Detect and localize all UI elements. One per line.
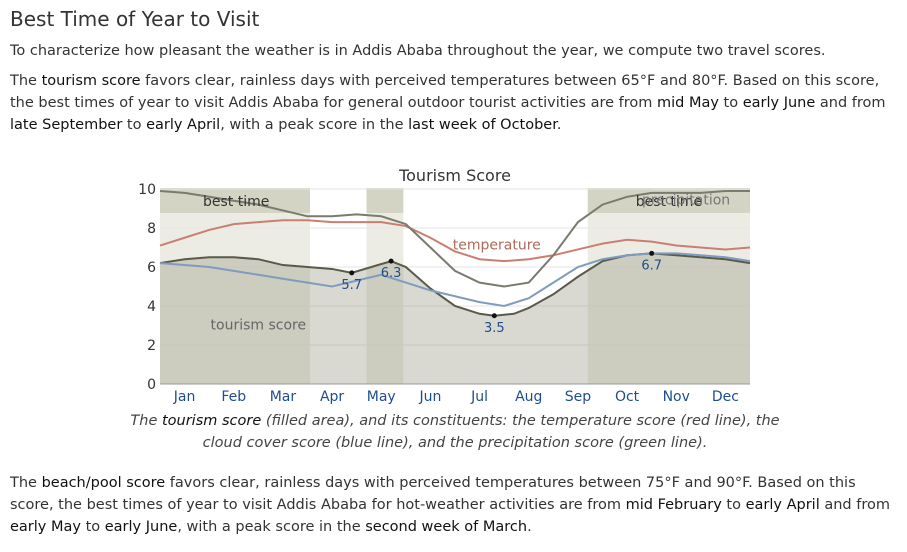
- x-tick-label: May: [367, 389, 396, 405]
- annotation-label: 6.3: [381, 266, 402, 281]
- highlight-term: tourism score: [41, 73, 141, 89]
- highlight-term: tourism score: [161, 413, 262, 429]
- tourism-score-area: [160, 253, 750, 384]
- x-tick-label: Jul: [470, 389, 488, 405]
- annotation-point: [349, 270, 355, 276]
- intro-paragraph: To characterize how pleasant the weather…: [10, 43, 826, 59]
- text: .: [527, 519, 532, 535]
- highlight-date: early June: [104, 519, 178, 535]
- y-tick-label: 8: [147, 221, 156, 237]
- chart-caption: The tourism score (filled area), and its…: [110, 410, 800, 454]
- annotation-point: [388, 258, 394, 264]
- text: favors clear, rainless days with perceiv…: [10, 475, 856, 513]
- text: , with a peak score in the: [220, 117, 409, 133]
- highlight-date: early April: [745, 497, 820, 513]
- temperature-label: temperature: [453, 237, 541, 253]
- highlight-term: beach/pool score: [41, 475, 166, 491]
- text: to: [80, 519, 105, 535]
- x-tick-label: Aug: [515, 389, 542, 405]
- precipitation-label: precipitation: [642, 193, 730, 209]
- x-tick-label: Mar: [270, 389, 297, 405]
- x-tick-label: Jun: [418, 389, 441, 405]
- annotation-label: 3.5: [484, 321, 505, 336]
- text: to: [122, 117, 147, 133]
- highlight-date: second week of March: [365, 519, 528, 535]
- beach-paragraph: The beach/pool score favors clear, rainl…: [10, 472, 900, 538]
- temperature-line: [159, 219, 751, 263]
- page-heading: Best Time of Year to Visit: [10, 7, 260, 31]
- highlight-date: early June: [742, 95, 816, 111]
- tourism-score-label: tourism score: [211, 317, 307, 333]
- precipitation-line: [159, 189, 750, 288]
- y-tick-label: 6: [147, 260, 156, 276]
- x-tick-label: Dec: [712, 389, 739, 405]
- best-time-band-header: [366, 188, 404, 213]
- text: to: [718, 95, 743, 111]
- text: and from: [815, 95, 886, 111]
- annotation-point: [649, 250, 655, 256]
- highlight-date: early May: [10, 519, 81, 535]
- annotation-label: 6.7: [641, 258, 662, 273]
- best-time-band: [587, 188, 750, 384]
- best-time-label: best time: [203, 194, 269, 210]
- highlight-date: mid February: [625, 497, 722, 513]
- x-tick-label: Oct: [615, 389, 640, 405]
- annotation-point: [491, 313, 497, 319]
- text: and from: [819, 497, 890, 513]
- text: The: [10, 475, 42, 491]
- best-time-label: best time: [636, 194, 702, 210]
- x-tick-label: Apr: [320, 389, 344, 405]
- text: .: [556, 117, 562, 133]
- x-tick-label: Nov: [663, 389, 690, 405]
- text: , with a peak score in the: [177, 519, 366, 535]
- highlight-date: late September: [10, 117, 123, 133]
- x-tick-label: Sep: [565, 389, 592, 405]
- text: to: [721, 497, 746, 513]
- highlight-date: mid May: [656, 95, 719, 111]
- text: (filled area), and its constituents: the…: [202, 413, 780, 451]
- highlight-date: early April: [146, 117, 221, 133]
- y-tick-label: 2: [147, 338, 156, 354]
- x-tick-label: Jan: [173, 389, 196, 405]
- highlight-date: last week of October: [408, 117, 557, 133]
- text: The: [130, 413, 162, 429]
- tourism-paragraph: The tourism score favors clear, rainless…: [10, 70, 900, 136]
- text: The: [10, 73, 42, 89]
- annotation-label: 5.7: [341, 278, 362, 293]
- y-tick-label: 4: [147, 299, 156, 315]
- y-tick-label: 0: [147, 377, 156, 393]
- text: favors clear, rainless days with perceiv…: [10, 73, 880, 111]
- chart-title: Tourism Score: [398, 166, 511, 185]
- x-tick-label: Feb: [221, 389, 246, 405]
- y-tick-label: 10: [138, 182, 156, 198]
